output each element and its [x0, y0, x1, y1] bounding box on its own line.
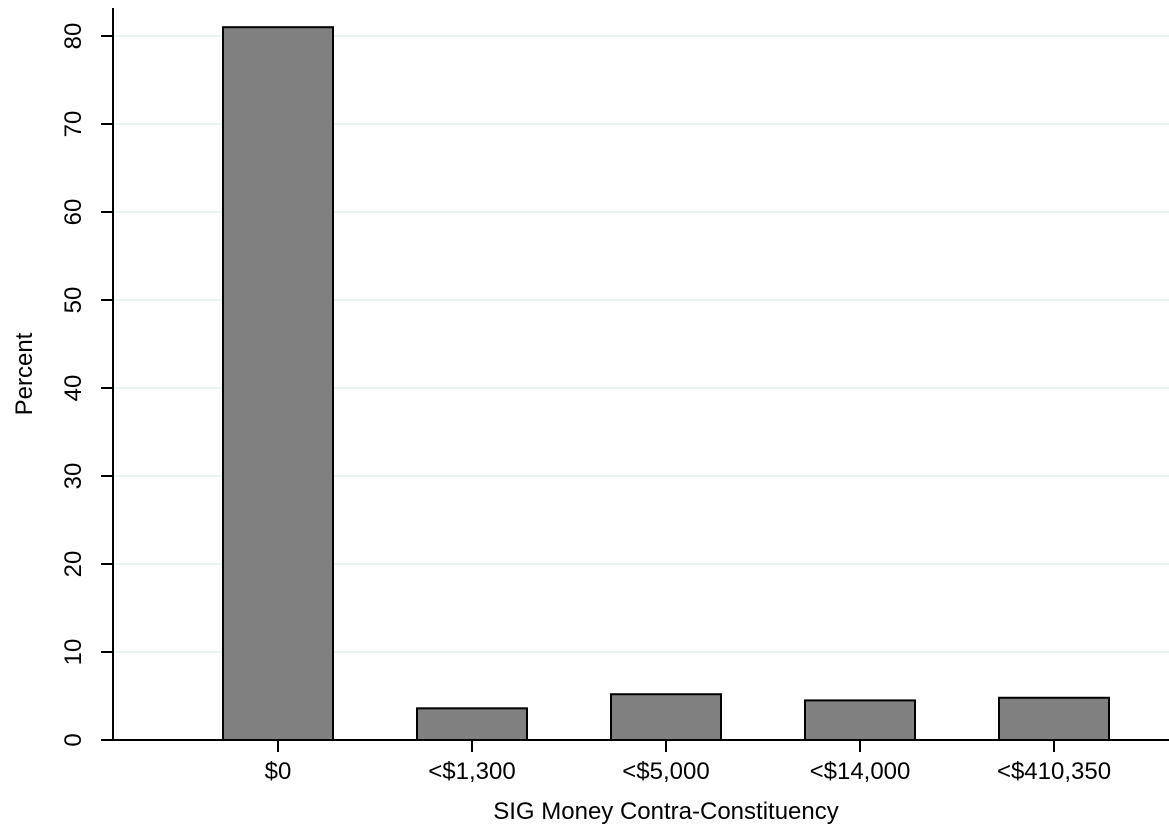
x-tick-label: $0 — [265, 758, 292, 785]
x-tick-label: <$410,350 — [997, 758, 1111, 785]
y-axis-label: Percent — [11, 332, 38, 415]
x-tick-label: <$1,300 — [428, 758, 515, 785]
y-tick-label: 20 — [60, 551, 87, 578]
bar — [416, 707, 528, 742]
y-tick-label: 80 — [60, 23, 87, 50]
bar — [222, 26, 334, 741]
y-axis-ticks: 0 10 20 30 40 50 60 70 80 — [60, 23, 113, 747]
x-axis-label: SIG Money Contra-Constituency — [493, 798, 838, 825]
y-tick-label: 0 — [60, 733, 87, 746]
y-tick-label: 30 — [60, 463, 87, 490]
bars — [222, 26, 1110, 742]
x-tick-label: <$14,000 — [810, 758, 911, 785]
y-tick-label: 40 — [60, 375, 87, 402]
bar — [610, 693, 722, 741]
x-tick-label: <$5,000 — [622, 758, 709, 785]
x-axis-ticks: $0 <$1,300 <$5,000 <$14,000 <$410,350 — [265, 740, 1111, 785]
y-tick-label: 70 — [60, 111, 87, 138]
y-tick-label: 10 — [60, 639, 87, 666]
y-tick-label: 50 — [60, 287, 87, 314]
bar — [998, 696, 1110, 742]
y-tick-label: 60 — [60, 199, 87, 226]
bar — [804, 699, 916, 742]
